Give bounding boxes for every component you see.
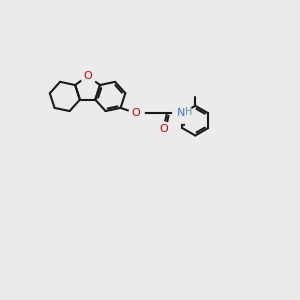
Text: O: O [159, 124, 168, 134]
Text: N: N [177, 108, 185, 118]
Text: O: O [132, 108, 140, 118]
Text: O: O [83, 71, 92, 81]
Text: H: H [185, 107, 193, 117]
